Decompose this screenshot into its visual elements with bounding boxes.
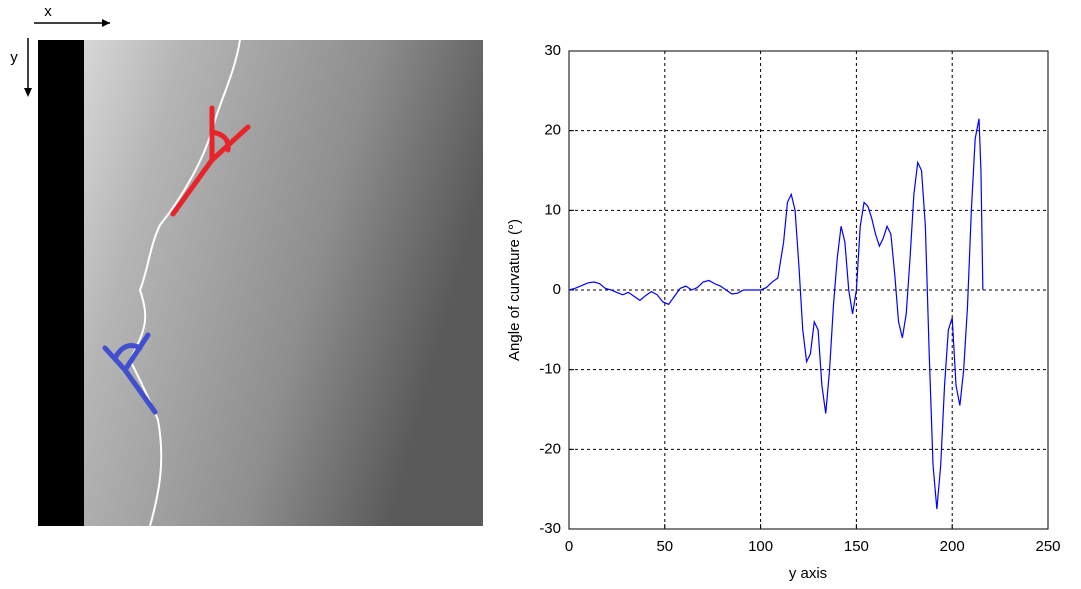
x-arrow-label: x [44, 3, 52, 20]
black-strip [38, 40, 84, 526]
y-tick-label: 30 [544, 42, 561, 59]
y-tick-label: -20 [539, 440, 561, 457]
y-axis-label: Angle of curvature (°) [506, 219, 523, 361]
y-arrowhead [24, 88, 32, 97]
x-tick-label: 250 [1035, 538, 1060, 555]
x-tick-label: 0 [565, 538, 573, 555]
mammogram: x y [10, 3, 483, 527]
y-arrow-label: y [10, 49, 18, 66]
x-tick-label: 200 [940, 538, 965, 555]
image [38, 40, 483, 526]
y-tick-label: 20 [544, 122, 561, 139]
x-tick-label: 100 [748, 538, 773, 555]
y-tick-label: -10 [539, 361, 561, 378]
y-tick-label: 0 [553, 281, 561, 298]
chart: y axis Angle of curvature (°) 0 50 100 150 2… [506, 42, 1061, 582]
y-tick-label: -30 [539, 520, 561, 537]
x-axis-label: y axis [789, 565, 827, 582]
y-tick-label: 10 [544, 201, 561, 218]
boundary [128, 39, 241, 527]
x-tick-label: 150 [844, 538, 869, 555]
x-arrowhead [102, 19, 110, 27]
x-tick-label: 50 [656, 538, 673, 555]
red-angle [170, 105, 251, 217]
data-line [568, 118, 984, 510]
plot-area [569, 51, 1048, 529]
blue-angle [102, 332, 158, 415]
